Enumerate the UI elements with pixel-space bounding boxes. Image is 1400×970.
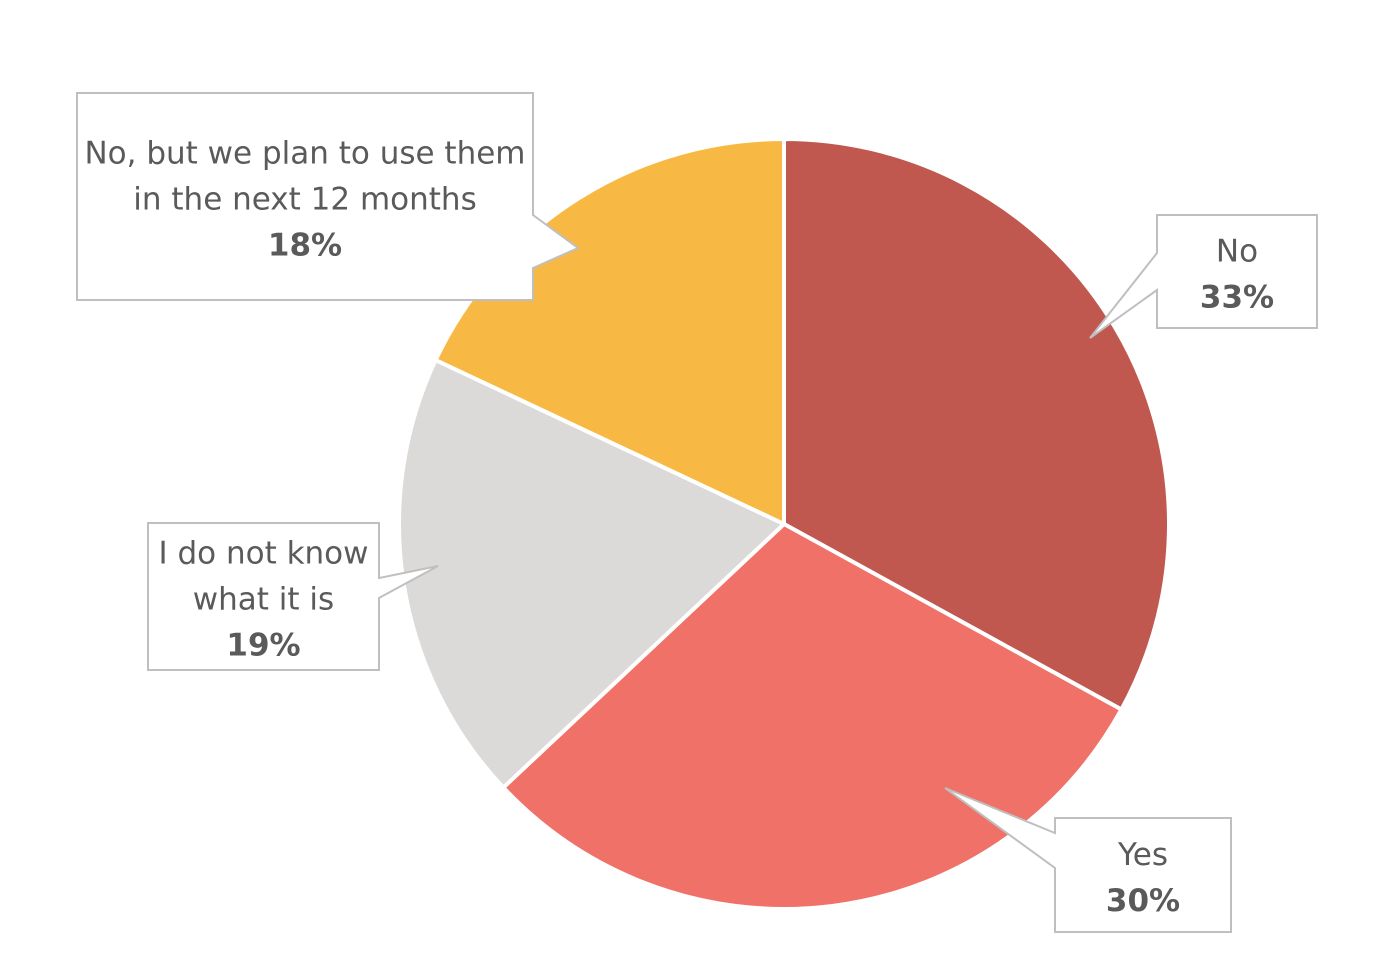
- callout-no: No 33%: [1089, 214, 1318, 339]
- callout-i-do-not-know-what-it-is: I do not know what it is 19%: [147, 522, 439, 671]
- callout-box-i-do-not-know-what-it-is: [147, 522, 439, 671]
- callout-label-yes-line-1: Yes: [1117, 837, 1168, 873]
- callout-label-no-line-1: No: [1216, 233, 1258, 269]
- callout-value-yes: 30%: [1106, 883, 1180, 919]
- data-callouts: No 33% Yes 30% I do not know what it is 19% No,…: [76, 92, 1318, 933]
- callout-label-i-do-not-know-what-it-is-line-2: what it is: [193, 581, 334, 617]
- callout-label-no-but-we-plan-to-use-them-in-the-next-12-months-line-1: No, but we plan to use them: [84, 135, 525, 171]
- callout-value-no-but-we-plan-to-use-them-in-the-next-12-months: 18%: [268, 227, 342, 263]
- pie-slice-no-but-we-plan-to-use-them-in-the-next-12-months: [433, 137, 786, 526]
- callout-no-but-we-plan-to-use-them-in-the-next-12-months: No, but we plan to use them in the next 1…: [76, 92, 580, 301]
- callout-box-no-but-we-plan-to-use-them-in-the-next-12-months: [76, 92, 580, 301]
- pie-slice-no: [782, 137, 1171, 712]
- callout-label-no-but-we-plan-to-use-them-in-the-next-12-months-line-2: in the next 12 months: [133, 181, 476, 217]
- callout-value-i-do-not-know-what-it-is: 19%: [226, 627, 300, 663]
- pie-slices: [397, 137, 1171, 911]
- pie-slice-yes: [501, 522, 1124, 911]
- callout-box-no: [1089, 214, 1318, 339]
- callout-label-i-do-not-know-what-it-is-line-1: I do not know: [158, 535, 368, 571]
- callout-yes: Yes 30%: [944, 787, 1232, 933]
- callout-box-yes: [944, 787, 1232, 933]
- callout-value-no: 33%: [1200, 279, 1274, 315]
